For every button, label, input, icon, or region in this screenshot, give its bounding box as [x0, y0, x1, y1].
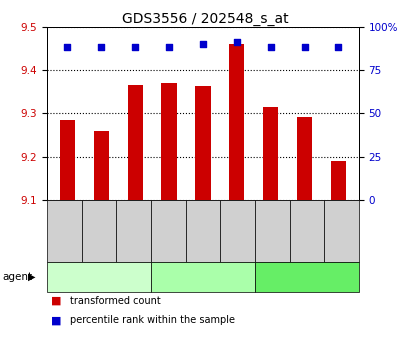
Text: percentile rank within the sample: percentile rank within the sample — [70, 315, 234, 325]
Point — [334, 45, 341, 50]
Bar — [195, 86, 210, 200]
Text: ■: ■ — [51, 296, 62, 306]
Point — [199, 41, 206, 47]
Text: GDS3556 / 202548_s_at: GDS3556 / 202548_s_at — [121, 12, 288, 27]
Point — [98, 45, 104, 50]
Text: GSM399575: GSM399575 — [164, 206, 173, 256]
Text: solvent control: solvent control — [60, 272, 137, 282]
Text: agent: agent — [2, 272, 32, 282]
Bar — [60, 120, 75, 200]
Text: angiotensin II: angiotensin II — [167, 272, 238, 282]
Text: torcetrapib: torcetrapib — [277, 272, 335, 282]
Bar — [161, 83, 176, 200]
Bar — [229, 44, 244, 200]
Text: GSM399572: GSM399572 — [60, 206, 69, 256]
Text: GSM399574: GSM399574 — [129, 206, 138, 256]
Text: GSM399576: GSM399576 — [198, 206, 207, 256]
Bar — [94, 131, 109, 200]
Text: ■: ■ — [51, 315, 62, 325]
Point — [267, 45, 273, 50]
Bar — [263, 107, 278, 200]
Text: ▶: ▶ — [27, 272, 35, 282]
Text: GSM399579: GSM399579 — [301, 206, 310, 256]
Point — [301, 45, 307, 50]
Point — [165, 45, 172, 50]
Text: GSM399578: GSM399578 — [267, 206, 276, 256]
Bar — [127, 85, 142, 200]
Bar — [330, 161, 345, 200]
Text: GSM399580: GSM399580 — [336, 206, 345, 256]
Point — [233, 39, 240, 45]
Bar — [296, 117, 311, 200]
Point — [64, 45, 71, 50]
Text: transformed count: transformed count — [70, 296, 160, 306]
Text: GSM399577: GSM399577 — [232, 206, 241, 256]
Text: GSM399573: GSM399573 — [94, 206, 103, 256]
Point — [132, 45, 138, 50]
